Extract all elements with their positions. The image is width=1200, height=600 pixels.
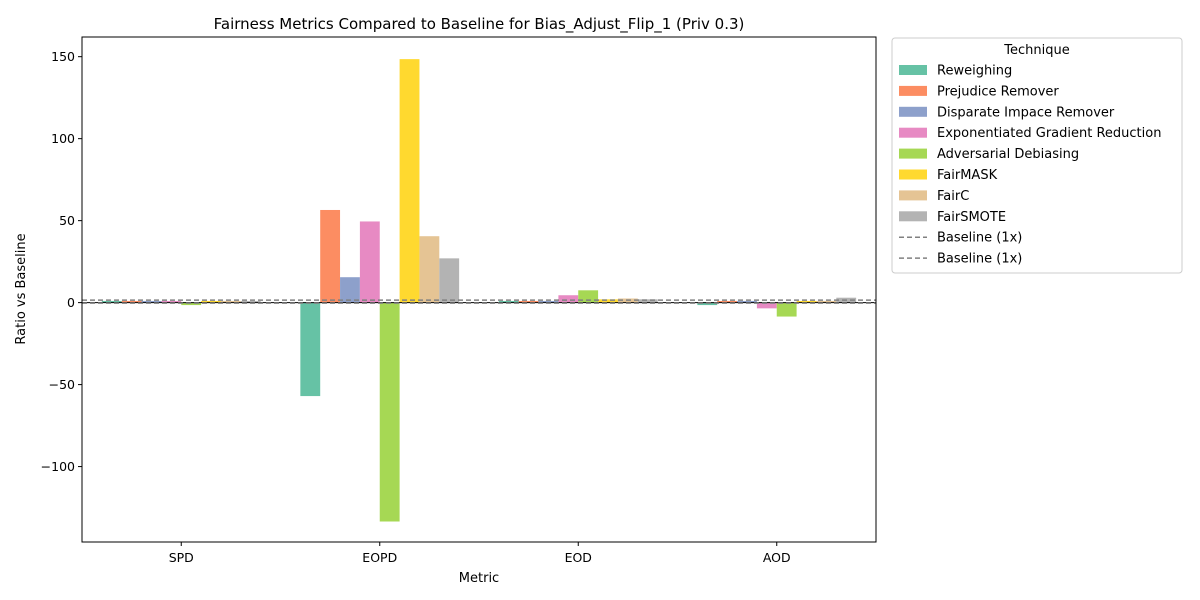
legend-label: Baseline (1x)	[937, 231, 1022, 246]
legend-swatch	[899, 211, 927, 222]
legend-label: Exponentiated Gradient Reduction	[937, 126, 1161, 141]
legend-swatch	[899, 169, 927, 180]
legend-label: Adversarial Debiasing	[937, 147, 1079, 162]
legend-swatch	[899, 65, 927, 75]
bar-aod-4	[776, 302, 797, 317]
y-tick-label: 100	[51, 131, 75, 146]
y-tick-label: −50	[49, 377, 75, 392]
y-tick-label: 150	[51, 49, 75, 64]
bar-spd-7	[240, 300, 261, 303]
x-tick-label: AOD	[763, 550, 791, 565]
bar-spd-4	[181, 302, 202, 306]
bar-eod-3	[558, 295, 579, 303]
legend-title: Technique	[1003, 43, 1069, 58]
bar-eopd-1	[320, 209, 341, 303]
bar-aod-6	[816, 300, 837, 303]
bar-eopd-7	[439, 258, 460, 303]
bar-spd-6	[220, 300, 241, 303]
legend-swatch	[899, 106, 927, 117]
legend-label: Prejudice Remover	[937, 84, 1059, 99]
bar-aod-3	[756, 302, 777, 309]
legend-label: Baseline (1x)	[937, 252, 1022, 267]
y-tick-label: 50	[59, 213, 75, 228]
y-tick-label: −100	[41, 459, 75, 474]
chart-title: Fairness Metrics Compared to Baseline fo…	[214, 15, 745, 34]
legend-swatch	[899, 190, 927, 201]
bar-eod-1	[518, 300, 539, 303]
bar-eod-2	[538, 300, 559, 303]
bar-aod-5	[796, 300, 817, 303]
legend-label: FairMASK	[937, 168, 998, 183]
bar-eopd-6	[419, 236, 440, 303]
bar-eopd-4	[379, 302, 400, 522]
legend-label: FairC	[937, 189, 969, 204]
bar-aod-2	[737, 300, 757, 303]
bar-eod-4	[578, 290, 599, 303]
bar-eod-7	[637, 299, 658, 303]
bar-eod-0	[498, 300, 519, 303]
legend-label: FairSMOTE	[937, 210, 1006, 225]
bar-spd-2	[141, 300, 162, 303]
bar-spd-5	[201, 300, 221, 303]
bar-spd-3	[161, 300, 182, 303]
legend: Technique Reweighing Prejudice Remover Dis…	[891, 37, 1183, 274]
bar-spd-0	[101, 300, 122, 303]
x-axis-label: Metric	[459, 571, 499, 586]
y-tick-label: 0	[67, 295, 75, 310]
legend-swatch	[899, 148, 927, 159]
bar-eopd-2	[340, 277, 360, 303]
bar-eod-5	[598, 299, 618, 303]
y-axis: −100 −50 0 50 100 150	[41, 49, 82, 474]
y-axis-label: Ratio vs Baseline	[14, 233, 29, 344]
x-axis: SPD EOPD EOD AOD	[169, 542, 791, 565]
legend-frame	[891, 37, 1183, 274]
bar-eopd-5	[399, 59, 420, 303]
plot-area	[82, 59, 876, 522]
plot-frame	[81, 36, 877, 543]
bar-spd-1	[121, 300, 142, 303]
bar-eopd-0	[300, 302, 321, 397]
legend-swatch	[899, 85, 927, 96]
bar-aod-1	[717, 300, 738, 303]
legend-swatch	[899, 127, 927, 138]
bar-eopd-3	[359, 221, 380, 303]
x-tick-label: SPD	[169, 550, 194, 565]
x-tick-label: EOPD	[362, 550, 397, 565]
legend-label: Disparate Impace Remover	[937, 105, 1115, 120]
legend-label: Reweighing	[937, 64, 1012, 79]
x-tick-label: EOD	[565, 550, 592, 565]
